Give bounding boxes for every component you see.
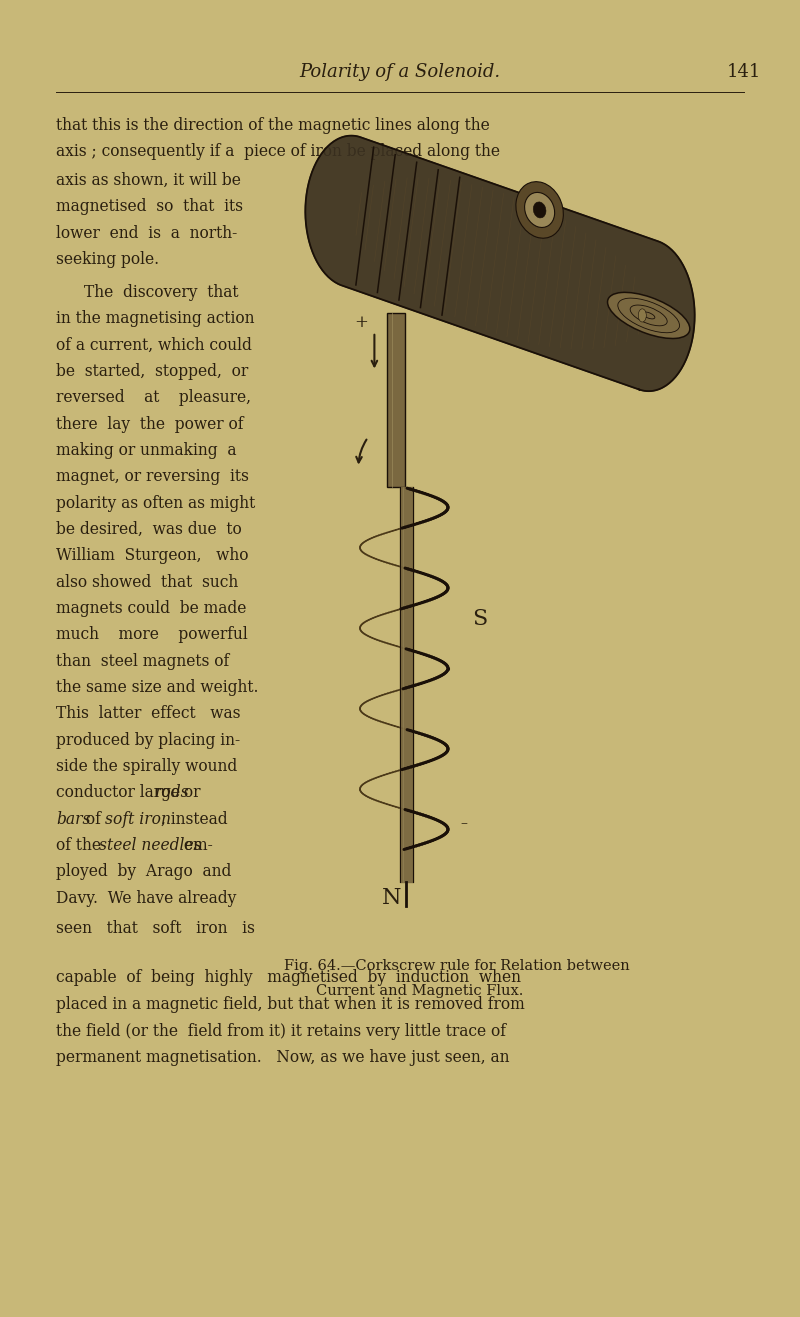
Text: also showed  that  such: also showed that such — [56, 574, 238, 590]
Text: permanent magnetisation.   Now, as we have just seen, an: permanent magnetisation. Now, as we have… — [56, 1050, 510, 1065]
Text: polarity as often as might: polarity as often as might — [56, 495, 255, 511]
Text: axis as shown, it will be: axis as shown, it will be — [56, 173, 241, 188]
Ellipse shape — [516, 182, 563, 238]
Text: Fig. 64.—Corkscrew rule for Relation between: Fig. 64.—Corkscrew rule for Relation bet… — [284, 959, 630, 973]
Polygon shape — [387, 313, 405, 487]
Ellipse shape — [638, 309, 646, 323]
Text: capable  of  being  highly   magnetised  by  induction  when: capable of being highly magnetised by in… — [56, 969, 521, 985]
Text: em-: em- — [179, 838, 213, 853]
Text: or: or — [179, 785, 201, 801]
Text: the field (or the  field from it) it retains very little trace of: the field (or the field from it) it reta… — [56, 1023, 506, 1039]
Text: of: of — [81, 811, 106, 827]
Text: lower  end  is  a  north-: lower end is a north- — [56, 225, 238, 241]
Text: soft iron: soft iron — [106, 811, 171, 827]
Text: +: + — [354, 315, 369, 331]
Text: magnetised  so  that  its: magnetised so that its — [56, 199, 243, 215]
Text: there  lay  the  power of: there lay the power of — [56, 416, 243, 432]
Text: of the: of the — [56, 838, 106, 853]
Text: be desired,  was due  to: be desired, was due to — [56, 522, 242, 537]
Ellipse shape — [607, 292, 690, 338]
Text: that this is the direction of the magnetic lines along the: that this is the direction of the magnet… — [56, 117, 490, 133]
Text: placed in a magnetic field, but that when it is removed from: placed in a magnetic field, but that whe… — [56, 997, 525, 1013]
Text: magnet, or reversing  its: magnet, or reversing its — [56, 469, 249, 485]
Text: reversed    at    pleasure,: reversed at pleasure, — [56, 390, 251, 406]
Text: side the spirally wound: side the spirally wound — [56, 759, 238, 774]
Text: steel needles: steel needles — [99, 838, 202, 853]
Text: seen   that   soft   iron   is: seen that soft iron is — [56, 921, 255, 936]
Text: making or unmaking  a: making or unmaking a — [56, 443, 237, 458]
Text: Current and Magnetic Flux.: Current and Magnetic Flux. — [316, 984, 523, 998]
Text: S: S — [472, 608, 488, 630]
Text: 141: 141 — [727, 63, 761, 82]
Text: rods: rods — [154, 785, 189, 801]
Text: be  started,  stopped,  or: be started, stopped, or — [56, 363, 248, 379]
Text: produced by placing in-: produced by placing in- — [56, 732, 240, 748]
Text: The  discovery  that: The discovery that — [84, 284, 238, 300]
Text: magnets could  be made: magnets could be made — [56, 601, 246, 616]
Text: axis ; consequently if a  piece of iron be placed along the: axis ; consequently if a piece of iron b… — [56, 144, 500, 159]
Text: ployed  by  Arago  and: ployed by Arago and — [56, 864, 231, 880]
Text: conductor large: conductor large — [56, 785, 185, 801]
Text: Polarity of a Solenoid.: Polarity of a Solenoid. — [299, 63, 501, 82]
Text: , instead: , instead — [161, 811, 227, 827]
Text: William  Sturgeon,   who: William Sturgeon, who — [56, 548, 249, 564]
Text: in the magnetising action: in the magnetising action — [56, 311, 254, 327]
Text: N: N — [382, 888, 402, 909]
Text: bars: bars — [56, 811, 90, 827]
Text: This  latter  effect   was: This latter effect was — [56, 706, 241, 722]
Text: the same size and weight.: the same size and weight. — [56, 680, 258, 695]
Text: –: – — [460, 817, 467, 830]
Text: seeking pole.: seeking pole. — [56, 252, 159, 267]
Text: of a current, which could: of a current, which could — [56, 337, 252, 353]
Text: much    more    powerful: much more powerful — [56, 627, 248, 643]
Text: Davy.  We have already: Davy. We have already — [56, 890, 236, 906]
Polygon shape — [306, 136, 694, 391]
Ellipse shape — [525, 192, 554, 228]
Text: than  steel magnets of: than steel magnets of — [56, 653, 230, 669]
Ellipse shape — [534, 202, 546, 219]
